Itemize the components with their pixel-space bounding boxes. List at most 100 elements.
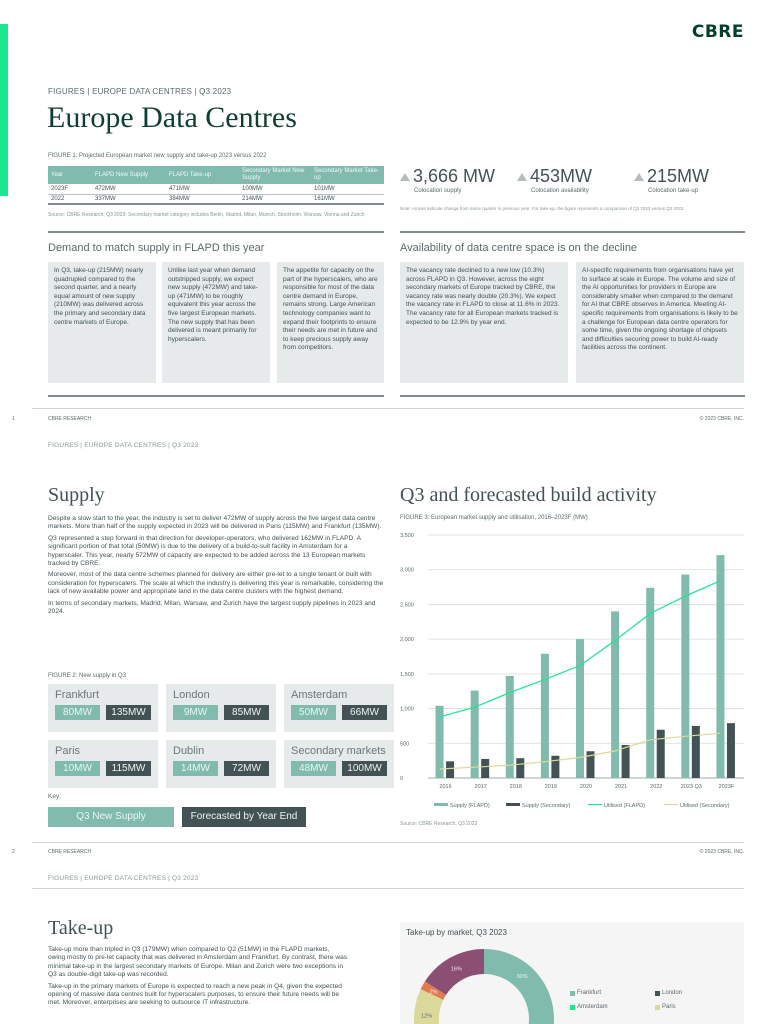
figure3-caption: FIGURE 3: European market supply and uti… [400, 515, 588, 521]
figure2-caption: FIGURE 2: New supply in Q3 [48, 673, 127, 679]
market-card-secondary: Secondary markets 48MW 100MW [284, 740, 394, 788]
chart-bars [435, 555, 735, 778]
breadcrumb: FIGURES | EUROPE DATA CENTRES | Q3 2023 [48, 87, 232, 96]
forecast-pill: 85MW [224, 705, 269, 720]
svg-text:2%: 2% [430, 989, 438, 995]
swatch-icon [570, 1004, 575, 1010]
forecast-pill: 72MW [224, 761, 269, 776]
donut-title: Take-up by market, Q3 2023 [406, 928, 507, 937]
legend-amsterdam: Amsterdam [570, 1004, 655, 1010]
table-row: 2022 337MW 384MW 214MW 161MW [48, 194, 384, 205]
supply-heading: Supply [48, 484, 105, 506]
table-cell: 161MW [311, 194, 384, 205]
takeup-heading: Take-up [48, 917, 114, 939]
svg-text:12%: 12% [421, 1013, 432, 1019]
forecast-pill: 115MW [106, 761, 151, 776]
table-cell: 472MW [92, 184, 166, 195]
table-row: 2023F 472MW 471MW 100MW 101MW [48, 184, 384, 195]
svg-text:Supply (Secondary): Supply (Secondary) [522, 803, 570, 809]
svg-text:500: 500 [400, 741, 409, 747]
divider [400, 395, 745, 397]
market-name: Secondary markets [291, 745, 386, 757]
forecast-pill: 66MW [342, 705, 387, 720]
svg-text:2019: 2019 [545, 784, 557, 790]
accent-bar [0, 24, 8, 196]
legend-paris: Paris [655, 1004, 740, 1010]
q3-supply-pill: 10MW [55, 761, 100, 776]
stat-value: 215MW [647, 166, 710, 186]
breadcrumb: FIGURES | EUROPE DATA CENTRES | Q3 2023 [48, 875, 199, 882]
chart-legend: Supply (FLAPD) Supply (Secondary) Utilised… [434, 803, 730, 809]
table-cell: 384MW [166, 194, 239, 205]
stat-colocation-takeup: 215MW Colocation take-up [634, 166, 709, 194]
legend-frankfurt: Frankfurt [570, 990, 655, 996]
svg-text:2023 Q3: 2023 Q3 [681, 784, 702, 790]
page-number: 1 [12, 416, 15, 422]
market-name: Dublin [173, 745, 205, 757]
chart-lines [439, 580, 721, 770]
table-cell: 100MW [239, 184, 311, 195]
footer-left: CBRE RESEARCH [48, 849, 92, 855]
market-card-london: London 9MW 85MW [166, 684, 276, 732]
svg-text:1,500: 1,500 [400, 672, 414, 678]
key-q3-new-supply: Q3 New Supply [48, 807, 174, 827]
swatch-icon [655, 990, 660, 996]
stat-label: Colocation take-up [648, 188, 699, 194]
figure1-caption: FIGURE 1: Projected European market new … [48, 153, 267, 159]
market-card-frankfurt: Frankfurt 80MW 135MW [48, 684, 158, 732]
svg-text:2020: 2020 [580, 784, 592, 790]
availability-card: AI-specific requirements from organisati… [576, 262, 744, 383]
footer-left: CBRE RESEARCH [48, 416, 92, 422]
svg-text:3,500: 3,500 [400, 533, 414, 539]
build-heading: Q3 and forecasted build activity [400, 484, 657, 506]
takeup-donut-panel: Take-up by market, Q3 2023 16% 2% 12% 30% F… [400, 922, 744, 1024]
svg-text:16%: 16% [451, 967, 462, 973]
key-label: Key: [48, 793, 62, 800]
svg-text:2017: 2017 [475, 784, 487, 790]
demand-card: In Q3, take-up (215MW) nearly quadrupled… [48, 262, 156, 383]
q3-supply-pill: 80MW [55, 705, 100, 720]
supply-body: Despite a slow start to the year, the in… [48, 515, 384, 619]
stat-value: 3,666 MW [413, 166, 496, 186]
svg-text:Utilised (Secondary): Utilised (Secondary) [680, 803, 730, 809]
divider [32, 888, 744, 889]
q3-supply-pill: 48MW [291, 761, 336, 776]
market-name: Amsterdam [291, 689, 348, 701]
table-cell: 337MW [92, 194, 166, 205]
col-header: Secondary Market Take-up [311, 166, 384, 184]
market-name: Paris [55, 745, 81, 757]
stats-note: Note: Arrows indicate change from same q… [400, 206, 685, 211]
market-name: London [173, 689, 210, 701]
triangle-up-icon [400, 172, 410, 181]
figure1-table: Year FLAPD New Supply FLAPD Take-up Seco… [48, 166, 384, 205]
footer-rule [32, 842, 744, 843]
market-card-dublin: Dublin 14MW 72MW [166, 740, 276, 788]
demand-heading: Demand to match supply in FLAPD this yea… [48, 242, 265, 254]
chart-axis-labels: 0 500 1,000 1,500 2,000 2,500 3,000 3,500 2016 20… [400, 533, 735, 790]
stat-label: Colocation availability [531, 188, 589, 194]
table-cell: 101MW [311, 184, 384, 195]
table-cell: 471MW [166, 184, 239, 195]
q3-supply-pill: 9MW [173, 705, 218, 720]
figure3-source: Source: CBRE Research, Q3 2023 [400, 821, 478, 827]
key-forecast: Forecasted by Year End [182, 807, 306, 827]
stat-colocation-availability: 453MW Colocation availability [517, 166, 592, 194]
q3-supply-pill: 14MW [173, 761, 218, 776]
demand-card: The appetite for capacity on the part of… [277, 262, 384, 383]
availability-heading: Availability of data centre space is on … [400, 242, 638, 254]
figure1-source: Source: CBRE Research, Q3 2023; Secondar… [48, 212, 365, 218]
legend-london: London [655, 990, 740, 996]
divider [400, 231, 745, 233]
demand-card: Unlike last year when demand outstripped… [162, 262, 270, 383]
svg-text:Utilised (FLAPD): Utilised (FLAPD) [604, 803, 645, 809]
svg-text:0: 0 [400, 776, 403, 782]
svg-text:2,000: 2,000 [400, 637, 414, 643]
chart-gridlines [428, 534, 744, 779]
takeup-donut-chart: 16% 2% 12% 30% [414, 949, 554, 1024]
takeup-body: Take-up more than tripled in Q3 (179MW) … [48, 946, 348, 1011]
market-name: Frankfurt [55, 689, 100, 701]
footer-rule [32, 408, 744, 409]
paragraph: Q3 represented a step forward in that di… [48, 534, 366, 568]
table-cell: 214MW [239, 194, 311, 205]
col-header: Year [48, 166, 92, 184]
